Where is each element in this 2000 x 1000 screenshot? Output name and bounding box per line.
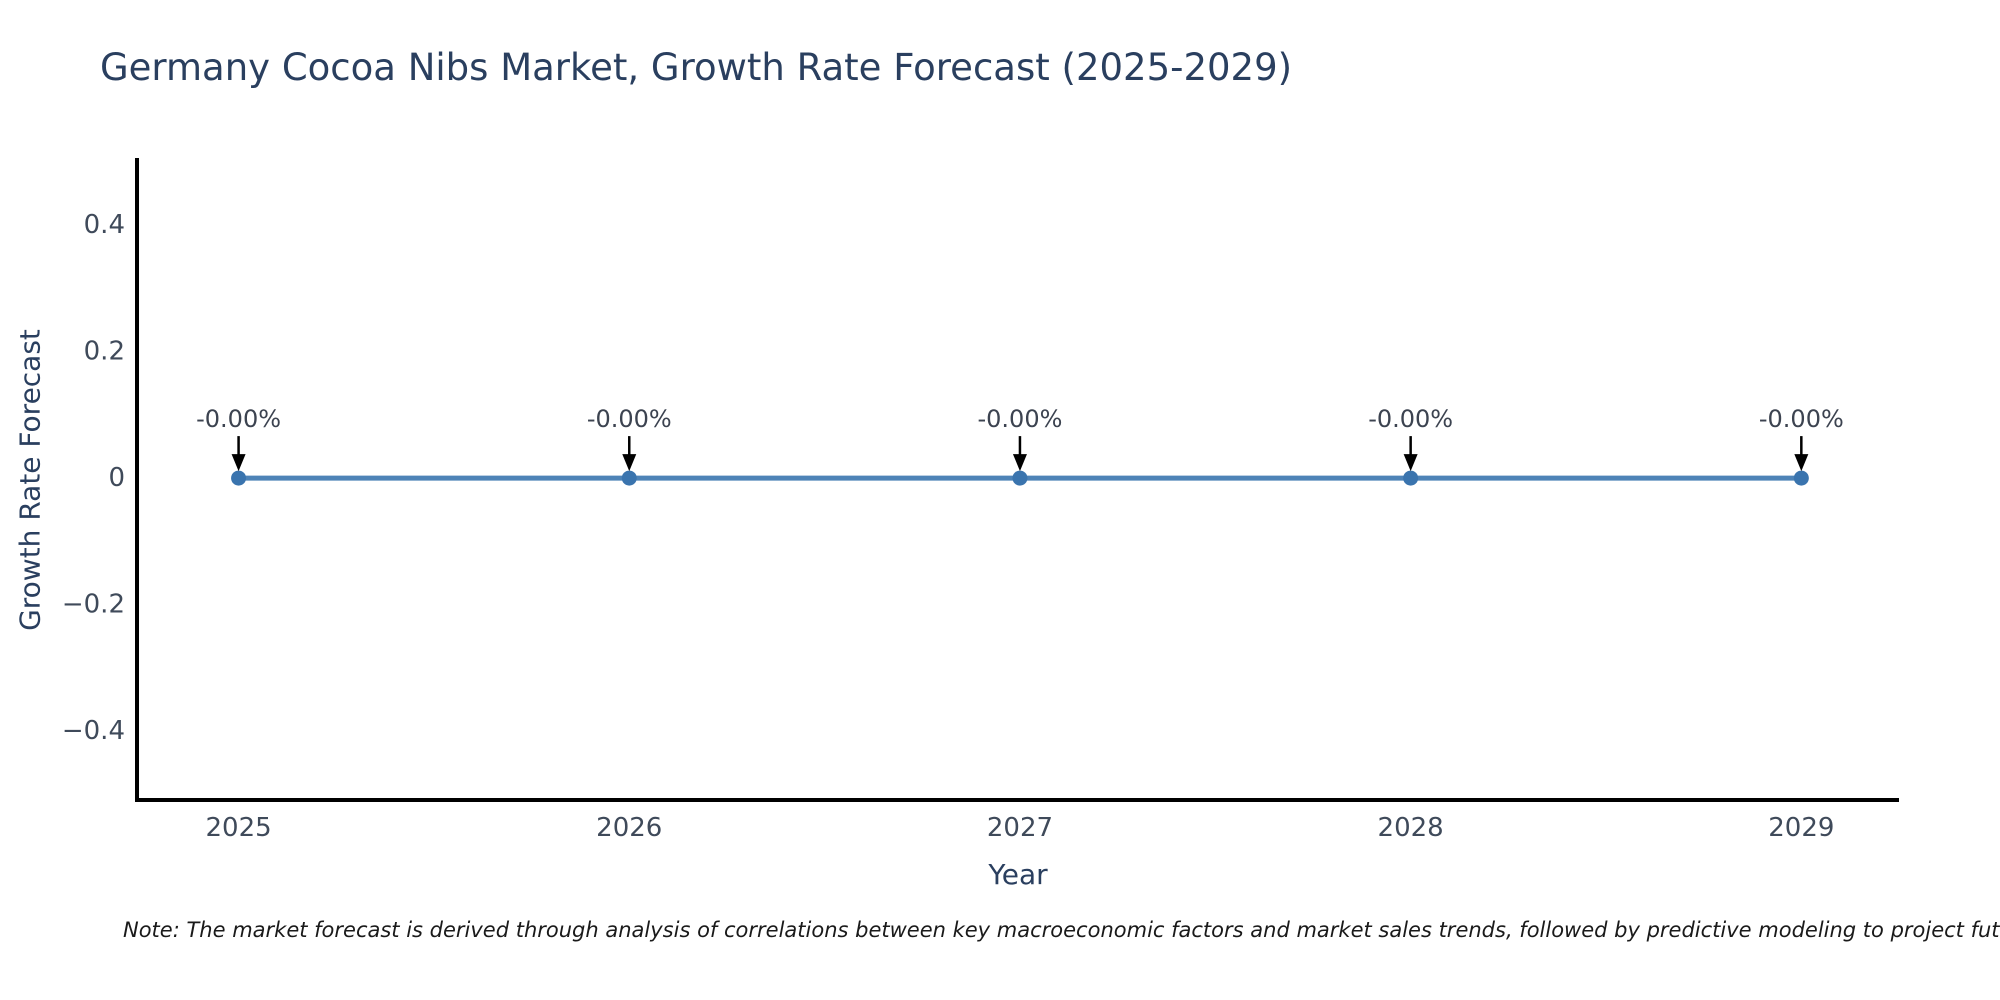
x-tick-label: 2027 <box>987 813 1053 843</box>
annotation-arrow-head <box>1012 454 1027 472</box>
data-point-marker <box>621 470 637 486</box>
y-tick-label: −0.2 <box>62 590 125 620</box>
annotation-arrow-head <box>622 454 637 472</box>
data-point-label: -0.00% <box>978 405 1063 433</box>
y-tick-label: −0.4 <box>62 716 125 746</box>
data-point-marker <box>1012 470 1028 486</box>
data-point-marker <box>1403 470 1419 486</box>
annotation-arrow-head <box>231 454 246 472</box>
y-tick-label: 0.4 <box>84 210 125 240</box>
chart-title: Germany Cocoa Nibs Market, Growth Rate F… <box>100 46 1293 89</box>
annotation-arrow-head <box>1403 454 1418 472</box>
data-point-label: -0.00% <box>587 405 672 433</box>
annotation-arrow-head <box>1794 454 1809 472</box>
x-tick-label: 2028 <box>1378 813 1444 843</box>
x-tick-label: 2026 <box>596 813 662 843</box>
methodology-note: Note: The market forecast is derived thr… <box>123 918 2000 942</box>
x-axis-title: Year <box>987 858 1048 891</box>
data-point-label: -0.00% <box>196 405 281 433</box>
y-tick-label: 0.2 <box>84 337 125 367</box>
x-tick-label: 2025 <box>205 813 271 843</box>
x-tick-label: 2029 <box>1768 813 1834 843</box>
data-point-label: -0.00% <box>1368 405 1453 433</box>
data-point-marker <box>1793 470 1809 486</box>
data-point-label: -0.00% <box>1759 405 1844 433</box>
y-tick-label: 0 <box>108 463 125 493</box>
data-point-marker <box>231 470 247 486</box>
y-axis-title: Growth Rate Forecast <box>14 329 47 631</box>
